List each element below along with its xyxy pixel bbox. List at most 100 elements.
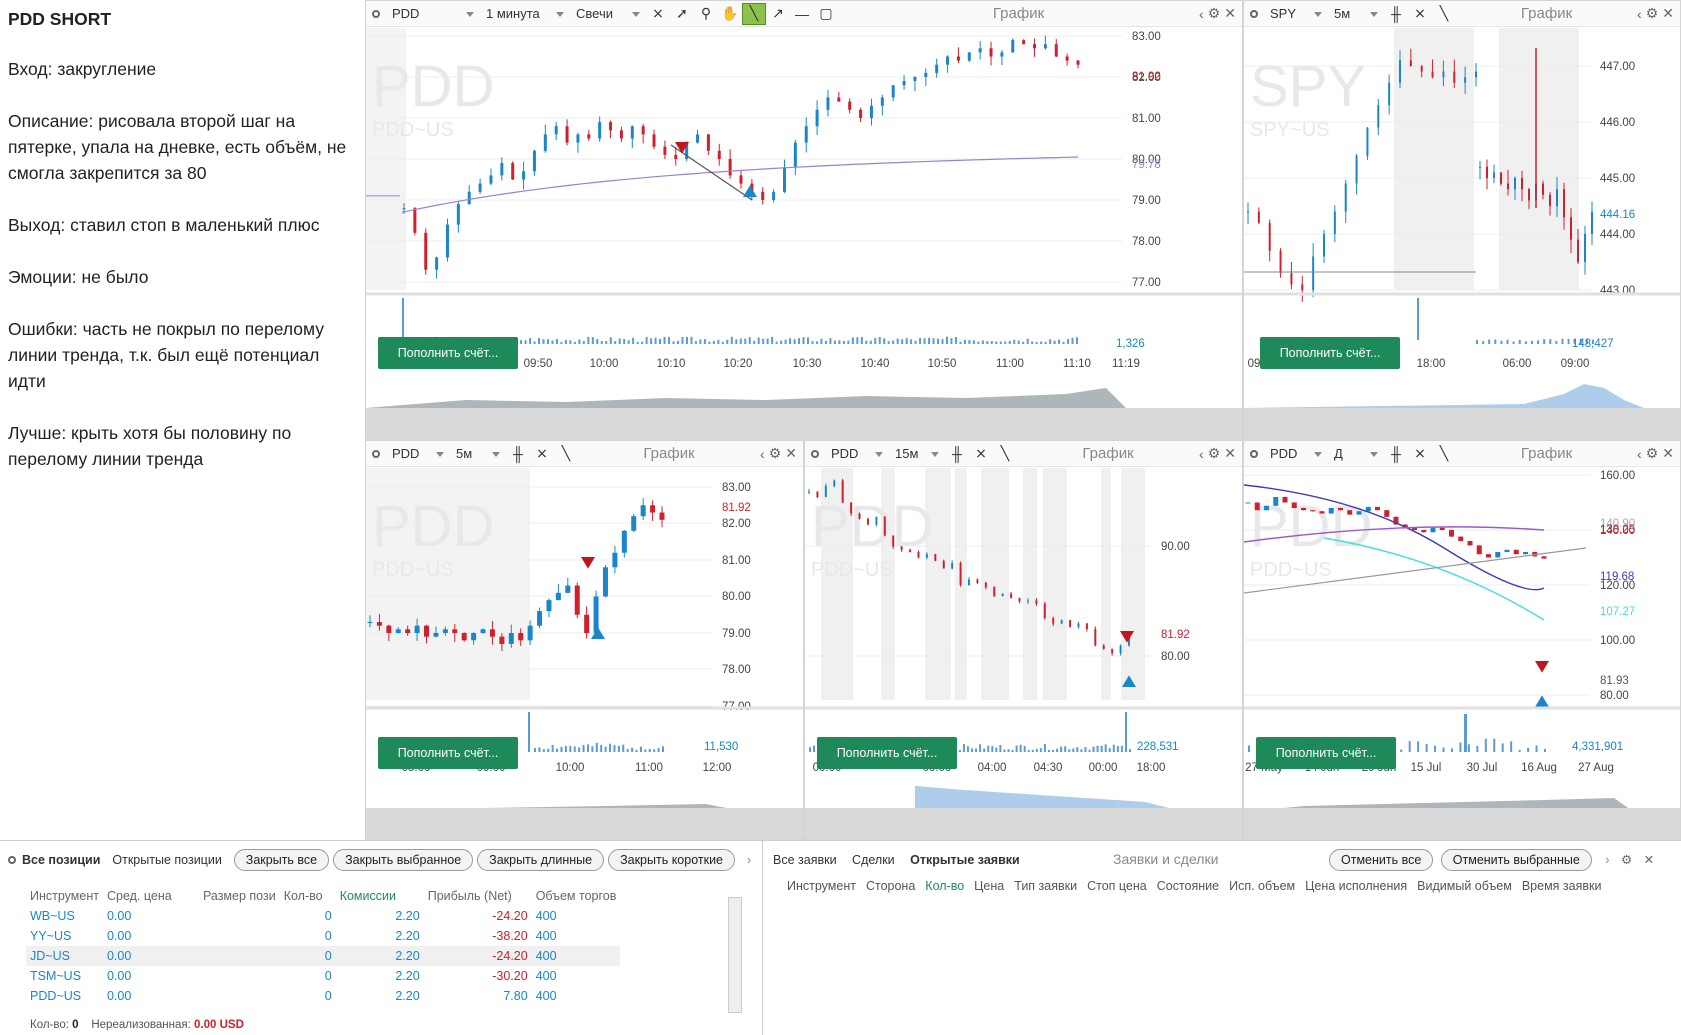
tab-open-positions[interactable]: Открытые позиции [112,853,222,867]
navigator-bar[interactable] [366,808,803,839]
chart-canvas[interactable]: SPYSPY~US447.00446.00445.00444.00443.000… [1244,28,1681,440]
gear-icon[interactable]: ⚙ [1645,445,1659,461]
close-selected-button[interactable]: Закрыть выбранное [333,849,474,871]
cursor-icon[interactable]: ➚ [676,5,688,21]
topup-button[interactable]: Пополнить счёт... [378,337,518,369]
close-icon[interactable]: ✕ [1224,445,1236,461]
timeframe-select[interactable]: 5м [450,444,506,464]
trendline-icon[interactable]: ╲ [561,445,571,461]
close-short-button[interactable]: Закрыть короткие [608,849,736,871]
col-profit[interactable]: Прибыль (Net) [427,889,512,903]
chart-panel-pdd-1m[interactable]: PDD 1 минута Свечи ⨯ ➚ ⚲ ✋ ╲ ↗ — ▢ Графи… [365,0,1243,440]
symbol-select[interactable]: PDD [825,444,889,464]
link-icon[interactable] [1250,449,1258,458]
col-commission[interactable]: Комиссии [339,889,396,903]
table-row[interactable]: PDD~US 0.00 0 2.20 7.80 400 [26,986,620,1006]
trendline-icon[interactable]: ╲ [1439,445,1449,461]
zoom-icon[interactable]: ⚲ [700,5,712,21]
navigator-bar[interactable] [366,408,1242,439]
chart-canvas[interactable]: PDDPDD~US90.0080.0000:0000:0004:0004:300… [805,468,1243,840]
chevron-left-icon[interactable]: ‹ [1199,445,1204,462]
link-icon[interactable] [811,449,819,458]
order-col-3[interactable]: Цена [974,879,1005,893]
chevron-right-icon[interactable]: › [747,853,752,867]
chart-type-select[interactable]: Свечи [570,4,646,24]
order-col-1[interactable]: Сторона [865,879,916,893]
topup-button[interactable]: Пополнить счёт... [1260,337,1400,369]
trendline-icon[interactable]: ╲ [1000,445,1010,461]
table-row[interactable]: JD~US 0.00 0 2.20 -24.20 400 [26,946,621,966]
chevron-left-icon[interactable]: ‹ [1637,5,1642,22]
topup-button[interactable]: Пополнить счёт... [1256,737,1396,769]
arrow-icon[interactable]: ↗ [772,5,784,21]
tab-all-positions[interactable]: Все позиции [22,853,101,867]
col-avg-price[interactable]: Сред. цена [106,889,172,903]
col-volume[interactable]: Объем торгов [535,889,617,903]
close-icon[interactable]: ✕ [1224,5,1236,21]
col-instrument[interactable]: Инструмент [30,889,99,903]
chevron-left-icon[interactable]: ‹ [1199,5,1204,22]
order-col-9[interactable]: Видимый объем [1417,879,1512,893]
symbol-select[interactable]: PDD [386,444,450,464]
rectangle-icon[interactable]: ▢ [819,5,833,21]
link-icon[interactable] [372,9,380,18]
chevron-left-icon[interactable]: ‹ [760,445,765,462]
order-col-6[interactable]: Состояние [1156,879,1220,893]
candles-icon[interactable]: ╫ [952,445,962,462]
navigator-bar[interactable] [1244,808,1680,839]
link-icon[interactable] [1250,9,1258,18]
symbol-select[interactable]: SPY [1264,4,1328,24]
timeframe-select[interactable]: 15м [889,444,945,464]
scrollbar[interactable] [728,897,742,1013]
navigator-bar[interactable] [805,808,1242,839]
topup-button[interactable]: Пополнить счёт... [817,737,957,769]
indicators-icon[interactable]: ⨯ [1414,5,1426,21]
hand-icon[interactable]: ✋ [721,5,739,21]
col-qty[interactable]: Кол-во [283,889,323,903]
indicators-icon[interactable]: ⨯ [536,445,548,461]
chart-panel-pdd-5m[interactable]: PDD 5м ╫ ⨯ ╲ График ‹ ⚙ ✕ PDD PDD~US 83.00 82… [365,440,804,840]
chart-panel-spy-5m[interactable]: SPY 5м ╫ ⨯ ╲ График ‹ ⚙ ✕ SPY SPY~US 447.00 4… [1243,0,1681,440]
order-col-5[interactable]: Стоп цена [1087,879,1147,893]
link-icon[interactable] [372,449,380,458]
cancel-selected-button[interactable]: Отменить выбранные [1440,849,1592,871]
tab-all-orders[interactable]: Все заявки [773,853,837,867]
navigator-bar[interactable] [1244,408,1680,439]
tab-open-orders[interactable]: Открытые заявки [910,853,1020,867]
gear-icon[interactable]: ⚙ [768,445,782,461]
close-all-button[interactable]: Закрыть все [233,849,330,871]
timeframe-select[interactable]: 5м [1328,4,1384,24]
tab-trades[interactable]: Сделки [852,853,895,867]
link-icon[interactable] [8,856,16,864]
close-icon[interactable]: ✕ [1643,853,1655,867]
order-col-8[interactable]: Цена исполнения [1305,879,1408,893]
indicators-icon[interactable]: ⨯ [975,445,987,461]
symbol-select[interactable]: PDD [1264,444,1328,464]
close-icon[interactable]: ✕ [785,445,797,461]
close-icon[interactable]: ✕ [1662,445,1674,461]
timeframe-select[interactable]: Д [1328,444,1384,464]
order-col-0[interactable]: Инструмент [787,879,856,893]
col-position-size[interactable]: Размер пози [202,889,276,903]
table-row[interactable]: YY~US 0.00 0 2.20 -38.20 400 [26,926,620,946]
chevron-left-icon[interactable]: ‹ [1637,445,1642,462]
trendline-icon[interactable]: ╲ [1439,5,1449,21]
indicators-icon[interactable]: ⨯ [652,5,664,21]
hline-icon[interactable]: — [795,5,809,22]
topup-button[interactable]: Пополнить счёт... [378,737,518,769]
order-col-2[interactable]: Кол-во [925,879,965,893]
cancel-all-button[interactable]: Отменить все [1329,849,1434,871]
timeframe-select[interactable]: 1 минута [480,4,570,24]
close-icon[interactable]: ✕ [1662,5,1674,21]
candles-icon[interactable]: ╫ [1391,445,1401,462]
gear-icon[interactable]: ⚙ [1207,5,1221,21]
table-row[interactable]: TSM~US 0.00 0 2.20 -30.20 400 [26,966,620,986]
gear-icon[interactable]: ⚙ [1620,853,1633,867]
chart-panel-pdd-daily[interactable]: PDD Д ╫ ⨯ ╲ График ‹ ⚙ ✕ PDD PDD~US 160.00 14… [1243,440,1681,840]
indicators-icon[interactable]: ⨯ [1414,445,1426,461]
gear-icon[interactable]: ⚙ [1207,445,1221,461]
order-col-10[interactable]: Время заявки [1521,879,1602,893]
table-row[interactable]: WB~US 0.00 0 2.20 -24.20 400 [26,906,620,926]
